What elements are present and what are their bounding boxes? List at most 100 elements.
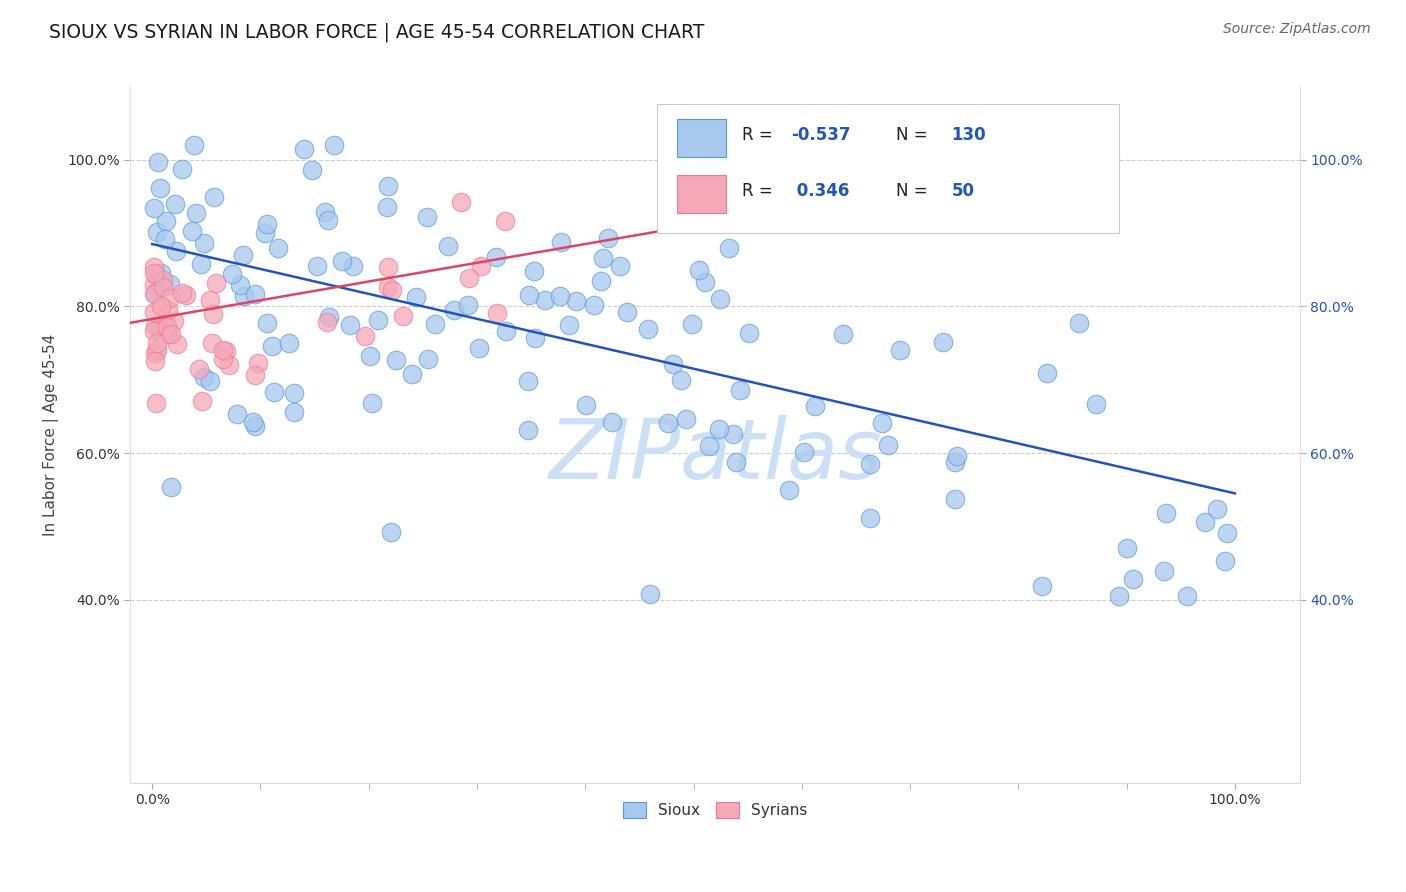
- Sioux: [155, 213, 177, 227]
- Sioux: [1036, 366, 1059, 380]
- Syrians: [152, 273, 174, 287]
- Syrians: [316, 315, 339, 329]
- Syrians: [143, 305, 166, 319]
- Syrians: [450, 194, 472, 209]
- Sioux: [468, 342, 491, 356]
- Sioux: [243, 287, 266, 301]
- Sioux: [149, 266, 172, 280]
- FancyBboxPatch shape: [676, 120, 725, 157]
- Sioux: [380, 524, 402, 539]
- Sioux: [832, 326, 855, 341]
- Sioux: [1153, 564, 1175, 578]
- Syrians: [212, 343, 235, 357]
- Sioux: [229, 277, 252, 292]
- Sioux: [263, 385, 285, 400]
- Sioux: [143, 201, 166, 215]
- Syrians: [201, 336, 224, 351]
- Syrians: [212, 352, 235, 367]
- Sioux: [1205, 501, 1227, 516]
- Sioux: [718, 241, 741, 255]
- Sioux: [277, 336, 299, 351]
- Sioux: [534, 293, 557, 308]
- Sioux: [232, 248, 254, 262]
- Sioux: [242, 416, 264, 430]
- Syrians: [143, 277, 166, 292]
- Sioux: [190, 257, 212, 271]
- Sioux: [737, 326, 759, 341]
- Sioux: [804, 399, 827, 413]
- Sioux: [657, 417, 679, 431]
- Syrians: [143, 287, 166, 301]
- Sioux: [1194, 516, 1216, 530]
- Syrians: [148, 318, 170, 333]
- Sioux: [889, 343, 911, 357]
- Sioux: [943, 492, 966, 507]
- Sioux: [316, 213, 339, 227]
- Sioux: [148, 181, 170, 195]
- Sioux: [1175, 590, 1198, 604]
- Sioux: [232, 289, 254, 303]
- Sioux: [697, 439, 720, 453]
- Syrians: [143, 260, 166, 274]
- Syrians: [215, 343, 238, 358]
- Syrians: [150, 299, 173, 313]
- Text: Source: ZipAtlas.com: Source: ZipAtlas.com: [1223, 22, 1371, 37]
- Sioux: [565, 294, 588, 309]
- Sioux: [517, 423, 540, 437]
- Sioux: [165, 197, 187, 211]
- Sioux: [423, 317, 446, 331]
- Sioux: [609, 259, 631, 273]
- Text: 130: 130: [952, 126, 986, 145]
- Syrians: [143, 266, 166, 280]
- Sioux: [523, 331, 546, 345]
- Syrians: [354, 329, 377, 343]
- Syrians: [457, 271, 479, 285]
- Syrians: [190, 394, 212, 409]
- Sioux: [143, 285, 166, 300]
- Sioux: [662, 357, 685, 371]
- Sioux: [225, 407, 247, 421]
- Syrians: [204, 276, 226, 290]
- Text: ZIPatlas: ZIPatlas: [548, 415, 882, 496]
- Sioux: [322, 138, 344, 153]
- Sioux: [558, 318, 581, 333]
- Sioux: [253, 227, 276, 241]
- Sioux: [330, 254, 353, 268]
- Syrians: [143, 345, 166, 359]
- Sioux: [443, 303, 465, 318]
- Sioux: [616, 305, 638, 319]
- Syrians: [377, 280, 399, 294]
- Sioux: [292, 142, 315, 156]
- Text: R =: R =: [742, 182, 778, 200]
- Sioux: [730, 383, 752, 397]
- Sioux: [183, 138, 205, 153]
- Syrians: [377, 260, 399, 274]
- Sioux: [1213, 554, 1236, 568]
- Sioux: [418, 352, 440, 367]
- Text: 0.346: 0.346: [792, 182, 849, 200]
- Syrians: [218, 358, 240, 372]
- Syrians: [672, 193, 695, 207]
- Sioux: [1108, 589, 1130, 603]
- Sioux: [1115, 541, 1137, 555]
- Syrians: [187, 362, 209, 376]
- Sioux: [146, 154, 169, 169]
- Sioux: [266, 241, 288, 255]
- Sioux: [778, 483, 800, 497]
- Sioux: [592, 251, 614, 265]
- Sioux: [724, 455, 747, 469]
- Sioux: [931, 335, 953, 350]
- Text: R =: R =: [742, 126, 778, 145]
- Sioux: [305, 259, 328, 273]
- Sioux: [550, 235, 572, 250]
- Sioux: [638, 587, 661, 601]
- Sioux: [485, 250, 508, 264]
- Sioux: [589, 274, 612, 288]
- Sioux: [155, 232, 177, 246]
- Syrians: [143, 324, 166, 338]
- Syrians: [392, 309, 415, 323]
- Syrians: [143, 319, 166, 334]
- Sioux: [495, 324, 517, 338]
- Sioux: [181, 224, 204, 238]
- Sioux: [457, 298, 479, 312]
